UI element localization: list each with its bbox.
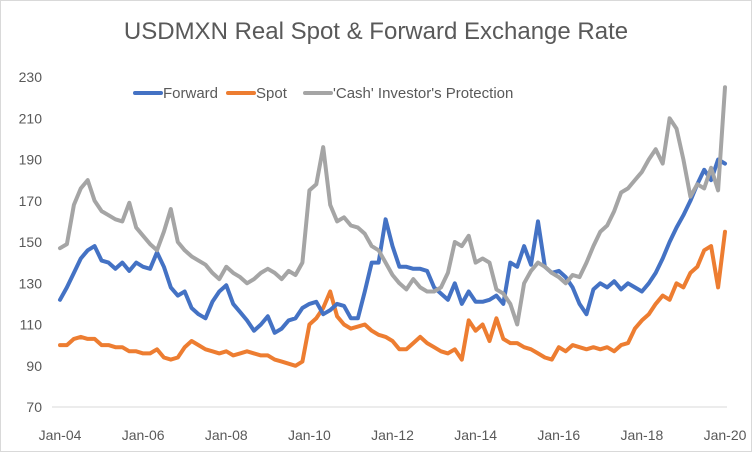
x-tick-label: Jan-12 bbox=[371, 427, 414, 443]
x-axis: Jan-04 Jan-06 Jan-08 Jan-10 Jan-12 Jan-14 Jan-… bbox=[39, 427, 747, 443]
legend-item: Spot bbox=[226, 85, 288, 102]
y-tick-label: 150 bbox=[19, 234, 43, 250]
legend-label: Spot bbox=[256, 85, 288, 102]
series-lines bbox=[58, 85, 727, 368]
y-tick-label: 70 bbox=[26, 399, 42, 415]
legend-label: Forward bbox=[163, 85, 218, 102]
x-tick-label: Jan-10 bbox=[288, 427, 331, 443]
legend-item: 'Cash' Investor's Protection bbox=[303, 85, 513, 102]
y-tick-label: 230 bbox=[19, 69, 43, 85]
y-tick-label: 110 bbox=[20, 317, 43, 333]
x-tick-label: Jan-18 bbox=[620, 427, 663, 443]
y-axis: 70 90 110 130 150 170 190 210 230 bbox=[19, 69, 43, 415]
y-tick-label: 190 bbox=[19, 152, 43, 168]
x-tick-label: Jan-06 bbox=[122, 427, 165, 443]
y-tick-label: 170 bbox=[19, 193, 43, 209]
y-tick-label: 90 bbox=[26, 358, 42, 374]
legend-label: 'Cash' Investor's Protection bbox=[333, 85, 513, 102]
x-tick-label: Jan-04 bbox=[39, 427, 82, 443]
series-line-cash-investor-s-protection bbox=[58, 85, 727, 327]
series-line-spot bbox=[58, 229, 727, 368]
x-tick-label: Jan-20 bbox=[704, 427, 747, 443]
chart-title: USDMXN Real Spot & Forward Exchange Rate bbox=[123, 18, 629, 45]
series-line-forward bbox=[58, 157, 727, 335]
x-tick-label: Jan-16 bbox=[537, 427, 580, 443]
legend-item: Forward bbox=[133, 85, 218, 102]
x-tick-label: Jan-14 bbox=[454, 427, 497, 443]
x-tick-label: Jan-08 bbox=[205, 427, 248, 443]
y-tick-label: 130 bbox=[19, 275, 43, 291]
legend: Forward Spot 'Cash' Investor's Protection bbox=[133, 85, 513, 102]
y-tick-label: 210 bbox=[19, 110, 43, 126]
